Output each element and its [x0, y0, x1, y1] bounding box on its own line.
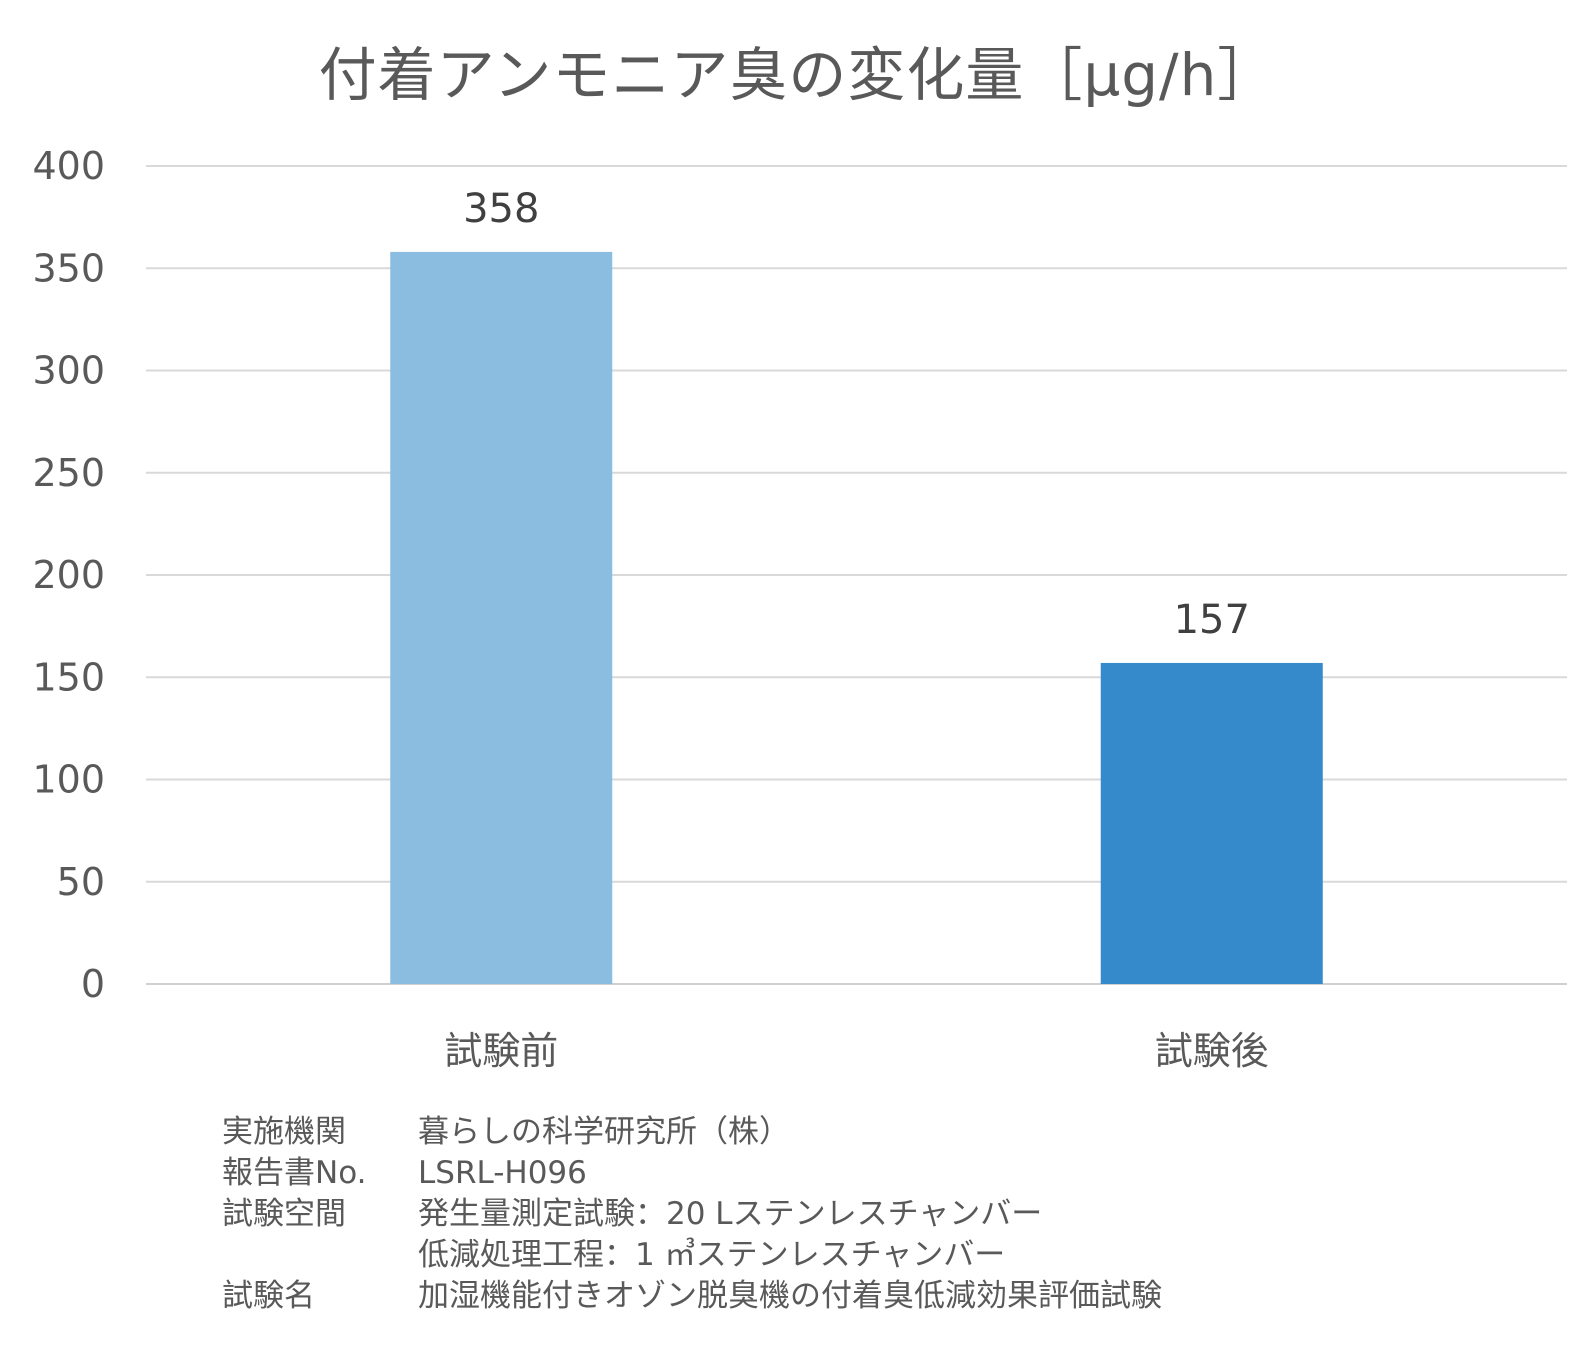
info-key: 実施機関	[222, 1114, 346, 1150]
info-row-test-space: 試験空間 発生量測定試験：20 Lステンレスチャンバー	[222, 1194, 1162, 1235]
y-tick-label: 100	[32, 758, 105, 802]
info-row-organization: 実施機関 暮らしの科学研究所（株）	[222, 1112, 1162, 1153]
y-tick-label: 250	[32, 451, 105, 495]
test-info-block: 実施機関 暮らしの科学研究所（株） 報告書No. LSRL-H096 試験空間 …	[222, 1112, 1162, 1317]
info-row-report-number: 報告書No. LSRL-H096	[222, 1153, 1162, 1194]
x-category-label: 試験前	[444, 1029, 558, 1073]
info-value: LSRL-H096	[418, 1155, 587, 1191]
info-value: 暮らしの科学研究所（株）	[418, 1114, 790, 1150]
y-tick-label: 0	[81, 962, 105, 1006]
x-category-label: 試験後	[1155, 1029, 1269, 1073]
info-value: 低減処理工程：1 ㎥ステンレスチャンバー	[418, 1237, 1006, 1273]
chart-title: 付着アンモニア臭の変化量［μg/h］	[318, 41, 1277, 109]
y-tick-label: 50	[57, 860, 105, 904]
info-key: 報告書No.	[222, 1155, 367, 1191]
y-tick-label: 350	[32, 246, 105, 290]
info-row-test-name: 試験名 加湿機能付きオゾン脱臭機の付着臭低減効果評価試験	[222, 1276, 1162, 1317]
data-label: 157	[1174, 597, 1250, 643]
y-tick-label: 200	[32, 553, 105, 597]
info-row-test-space-2: 低減処理工程：1 ㎥ステンレスチャンバー	[222, 1235, 1162, 1276]
bar	[1100, 662, 1323, 984]
y-tick-label: 300	[32, 349, 105, 393]
y-tick-label: 150	[32, 655, 105, 699]
info-key	[222, 1235, 418, 1276]
bar	[390, 251, 613, 984]
info-key: 試験空間	[222, 1196, 346, 1232]
data-label: 358	[463, 186, 539, 232]
y-tick-label: 400	[32, 144, 105, 188]
bar-chart: 0 50 100 150 200 250 300 350 400 358 試験前 157 試験後	[32, 144, 1567, 1073]
info-key: 試験名	[222, 1278, 315, 1314]
info-value: 発生量測定試験：20 Lステンレスチャンバー	[418, 1196, 1043, 1232]
info-value: 加湿機能付きオゾン脱臭機の付着臭低減効果評価試験	[418, 1278, 1162, 1314]
